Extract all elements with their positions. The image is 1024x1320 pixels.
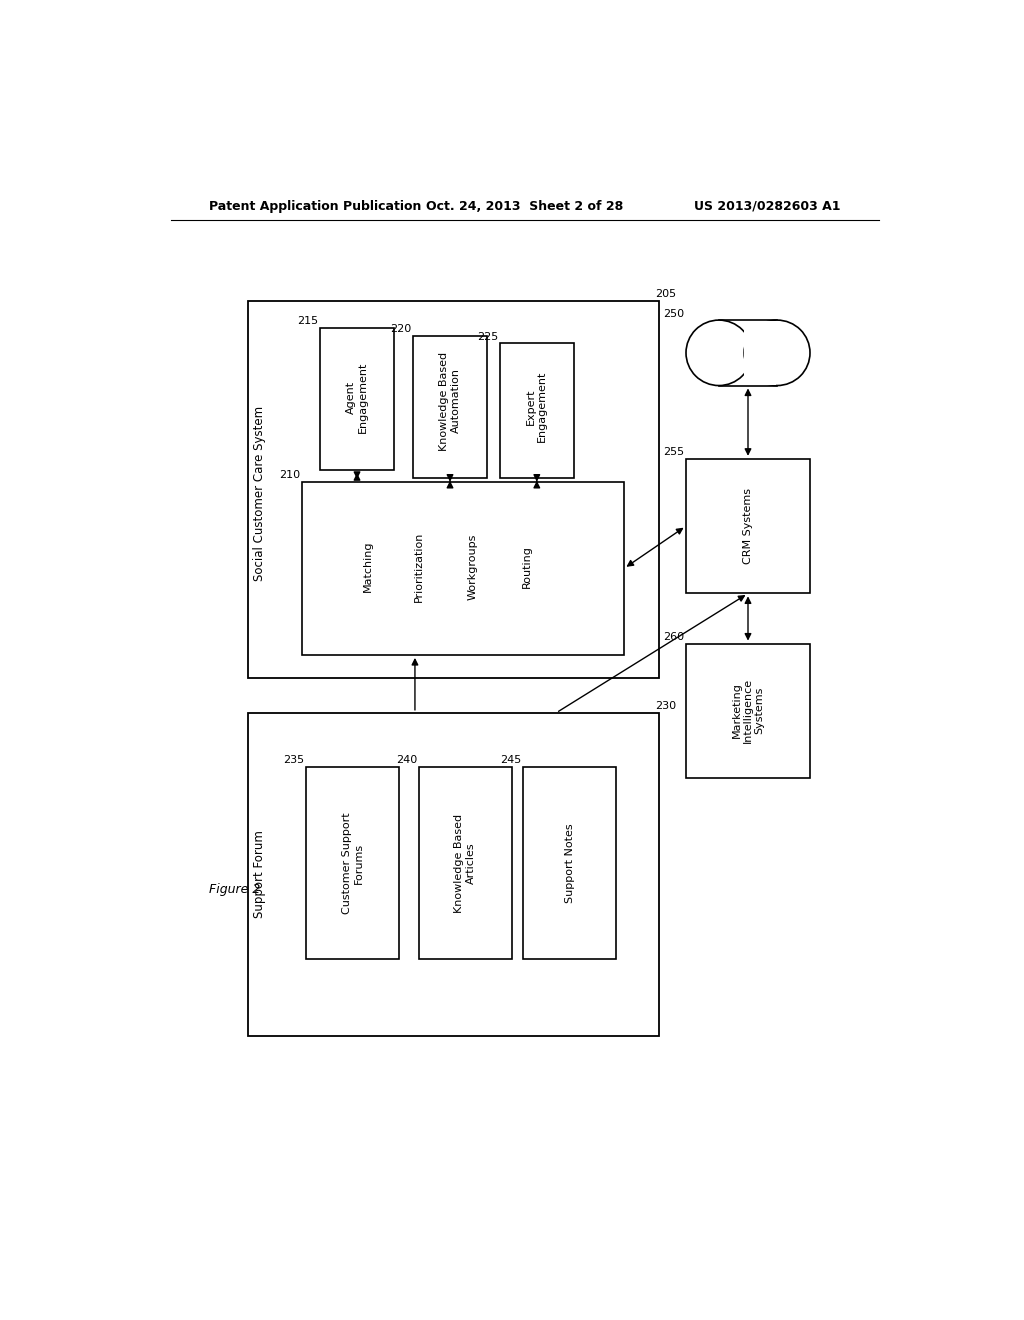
Bar bbox=[248, 713, 658, 1036]
Text: Oct. 24, 2013  Sheet 2 of 28: Oct. 24, 2013 Sheet 2 of 28 bbox=[426, 199, 624, 213]
Text: 240: 240 bbox=[396, 755, 417, 766]
Bar bbox=[719, 321, 777, 385]
Text: Expert
Engagement: Expert Engagement bbox=[525, 371, 547, 442]
Bar bbox=[500, 343, 573, 478]
Text: Social Customer Care System: Social Customer Care System bbox=[253, 405, 266, 581]
Bar bbox=[414, 335, 486, 478]
Text: 235: 235 bbox=[284, 755, 305, 766]
Text: Customer
Records: Customer Records bbox=[744, 325, 767, 380]
Bar bbox=[302, 482, 624, 655]
Text: Support Forum: Support Forum bbox=[253, 830, 266, 919]
Text: Prioritization: Prioritization bbox=[414, 532, 424, 602]
Text: 220: 220 bbox=[390, 323, 412, 334]
Ellipse shape bbox=[686, 319, 752, 385]
Bar bbox=[523, 767, 616, 960]
Text: 215: 215 bbox=[298, 317, 318, 326]
Text: 250: 250 bbox=[664, 309, 684, 318]
Bar bbox=[744, 321, 776, 385]
Bar bbox=[419, 767, 512, 960]
Text: CRM Systems: CRM Systems bbox=[743, 487, 753, 564]
Text: 205: 205 bbox=[655, 289, 676, 300]
Bar bbox=[686, 459, 810, 594]
Text: Customer Support
Forums: Customer Support Forums bbox=[342, 812, 364, 913]
Text: Routing: Routing bbox=[522, 545, 532, 587]
Text: Knowledge Based
Articles: Knowledge Based Articles bbox=[455, 813, 476, 912]
Text: 260: 260 bbox=[664, 632, 684, 642]
Text: US 2013/0282603 A1: US 2013/0282603 A1 bbox=[693, 199, 841, 213]
Bar bbox=[686, 644, 810, 779]
Text: 210: 210 bbox=[279, 470, 300, 480]
Text: Workgroups: Workgroups bbox=[468, 533, 478, 599]
Text: 225: 225 bbox=[477, 331, 499, 342]
Text: Matching: Matching bbox=[364, 541, 374, 593]
Bar bbox=[248, 301, 658, 678]
Bar bbox=[321, 327, 394, 470]
Ellipse shape bbox=[744, 319, 810, 385]
Text: Patent Application Publication: Patent Application Publication bbox=[209, 199, 422, 213]
Text: 245: 245 bbox=[501, 755, 521, 766]
Text: Marketing
Intelligence
Systems: Marketing Intelligence Systems bbox=[731, 678, 765, 743]
Bar bbox=[306, 767, 399, 960]
Text: 255: 255 bbox=[664, 447, 684, 457]
Text: Figure 2: Figure 2 bbox=[209, 883, 261, 896]
Text: 230: 230 bbox=[655, 701, 676, 711]
Text: Support Notes: Support Notes bbox=[565, 824, 574, 903]
Text: Agent
Engagement: Agent Engagement bbox=[346, 362, 368, 433]
Text: Knowledge Based
Automation: Knowledge Based Automation bbox=[439, 351, 461, 450]
